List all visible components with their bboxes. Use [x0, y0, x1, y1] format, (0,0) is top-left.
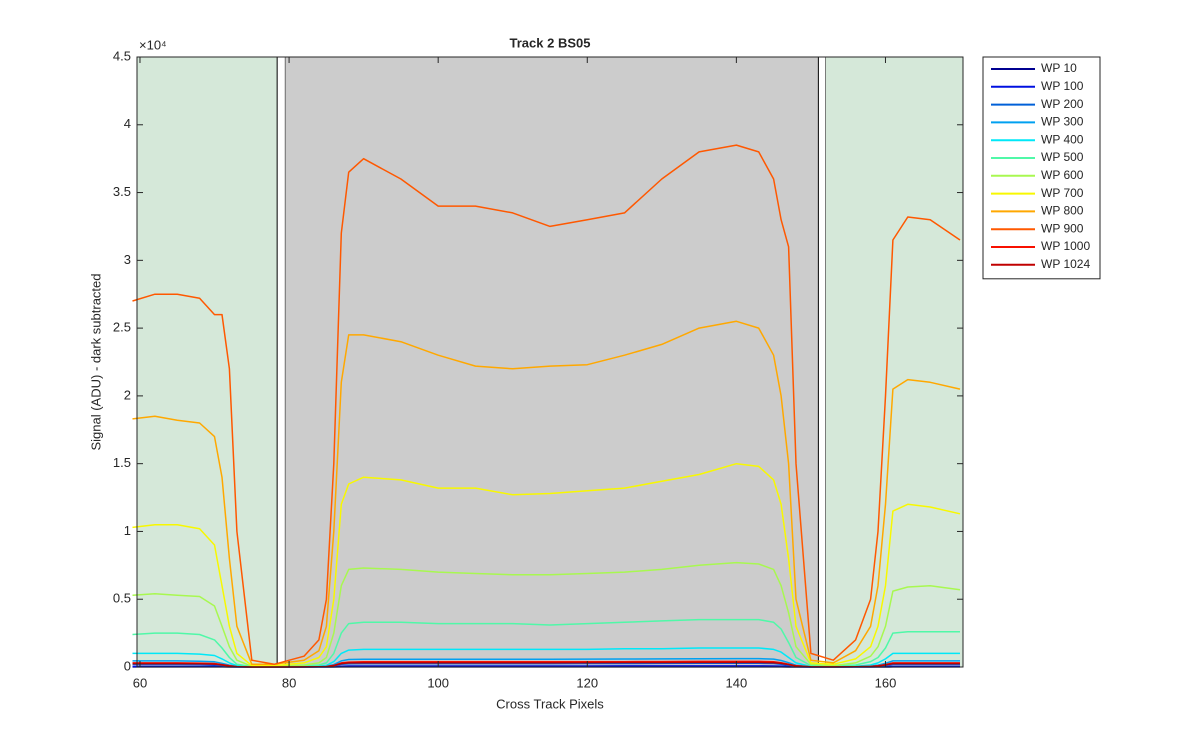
legend-label: WP 300: [1041, 115, 1084, 129]
region: [276, 56, 286, 668]
x-tick-label: 100: [427, 675, 449, 690]
region: [825, 57, 963, 667]
y-tick-label: 1: [124, 523, 131, 538]
x-axis-label: Cross Track Pixels: [496, 696, 604, 711]
y-tick-label: 2: [124, 387, 131, 402]
x-tick-label: 160: [875, 675, 897, 690]
region: [137, 57, 278, 667]
legend-label: WP 10: [1041, 61, 1077, 75]
legend-label: WP 900: [1041, 221, 1084, 235]
region: [285, 57, 819, 667]
data-line: [132, 618, 960, 668]
legend-label: WP 100: [1041, 79, 1084, 93]
data-line: [132, 561, 961, 668]
data-line: [132, 462, 961, 667]
plot-area: [132, 56, 963, 668]
data-line: [132, 320, 961, 666]
y-axis-label: Signal (ADU) - dark subtracted: [88, 273, 103, 450]
x-tick-label: 120: [576, 675, 598, 690]
legend-box: [982, 56, 1101, 280]
legend-label: WP 1000: [1041, 239, 1090, 253]
x-tick-label: 80: [282, 675, 296, 690]
y-tick-label: 0.5: [113, 591, 131, 606]
legend-label: WP 600: [1041, 168, 1084, 182]
y-tick-label: 2.5: [113, 320, 131, 335]
data-line: [132, 144, 961, 666]
y-tick-label: 3.5: [113, 184, 131, 199]
legend-label: WP 500: [1041, 150, 1084, 164]
axes-box: [136, 56, 964, 668]
legend-label: WP 1024: [1041, 257, 1090, 271]
y-tick-label: 4: [124, 116, 131, 131]
region: [817, 56, 827, 668]
y-tick-label: 1.5: [113, 455, 131, 470]
legend-label: WP 400: [1041, 132, 1084, 146]
y-tick-label: 4.5: [113, 48, 131, 63]
y-tick-label: 3: [124, 252, 131, 267]
x-tick-label: 60: [133, 675, 147, 690]
y-exponent: ×10⁴: [139, 37, 167, 52]
legend-label: WP 800: [1041, 204, 1084, 218]
x-tick-label: 140: [726, 675, 748, 690]
legend-label: WP 200: [1041, 97, 1084, 111]
legend-label: WP 700: [1041, 186, 1084, 200]
chart-title: Track 2 BS05: [510, 35, 591, 50]
y-tick-label: 0: [124, 658, 131, 673]
